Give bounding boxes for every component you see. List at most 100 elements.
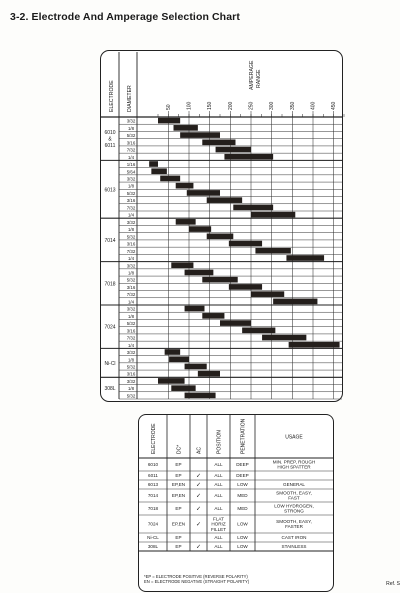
electrode-label: Ni-Cl xyxy=(104,361,115,367)
diameter-label: 5/32 xyxy=(127,278,136,283)
diameter-label: 1/8 xyxy=(128,227,135,232)
amperage-range-bar xyxy=(184,269,214,276)
usage-ac-check: ✓ xyxy=(196,474,201,480)
usage-dc: EP xyxy=(175,473,181,478)
usage-penetration: LOW xyxy=(237,482,248,487)
diameter-label: 1/4 xyxy=(128,213,135,218)
usage-penetration: MED xyxy=(237,493,248,498)
amperage-range-bar xyxy=(251,211,296,218)
diameter-label: 1/8 xyxy=(128,314,135,319)
amperage-range-bar xyxy=(220,320,251,326)
diameter-label: 5/32 xyxy=(127,133,136,138)
amperage-tick-label: 400 xyxy=(311,101,317,110)
amperage-range-bar xyxy=(158,117,181,124)
amperage-range-bar xyxy=(158,378,185,384)
usage-description: CAST IRON xyxy=(282,535,307,540)
electrode-label: 6011 xyxy=(105,143,116,149)
usage-position: ALL xyxy=(214,473,223,478)
amperage-tick-label: 250 xyxy=(249,101,255,110)
usage-description: GENERAL xyxy=(283,482,305,487)
amperage-range-bar xyxy=(189,226,212,232)
usage-header-usage: USAGE xyxy=(285,435,303,441)
electrode-column-header: ELECTRODE xyxy=(109,80,115,112)
amperage-range-bar xyxy=(184,305,205,312)
usage-electrode: 7018 xyxy=(148,506,159,511)
amperage-range-bar xyxy=(180,132,220,138)
amperage-tick-label: 150 xyxy=(207,101,213,110)
electrode-label: 6013 xyxy=(104,187,115,193)
usage-penetration: DEEP xyxy=(236,473,249,478)
diameter-label: 7/32 xyxy=(127,336,136,341)
electrode-label: 7014 xyxy=(104,238,115,244)
usage-ac-check: ✓ xyxy=(196,545,201,551)
usage-penetration: LOW xyxy=(237,544,248,549)
amperage-range-bar xyxy=(202,313,225,319)
usage-electrode: 6013 xyxy=(148,482,159,487)
amperage-range-bar xyxy=(273,298,318,305)
usage-header-dc: DC* xyxy=(177,445,183,454)
amperage-range-bar xyxy=(171,385,196,391)
usage-header-ac: AC xyxy=(197,447,203,454)
amperage-tick-label: 100 xyxy=(187,101,193,110)
usage-dc: EP,EN xyxy=(172,493,185,498)
usage-electrode: 6010 xyxy=(148,462,159,467)
usage-table-frame xyxy=(138,414,334,592)
amperage-range-bar xyxy=(184,392,216,399)
usage-position: ALL xyxy=(214,462,223,467)
amperage-range-bar xyxy=(286,255,325,261)
amperage-range-bar xyxy=(228,284,263,290)
diameter-label: 5/32 xyxy=(127,191,136,196)
usage-dc: EP,EN xyxy=(172,482,185,487)
amperage-range-bar xyxy=(262,334,307,341)
diameter-label: 3/16 xyxy=(127,328,136,333)
diameter-label: 1/4 xyxy=(128,155,135,160)
usage-ac-check: ✓ xyxy=(196,494,201,500)
usage-electrode: 7014 xyxy=(148,493,159,498)
amperage-range-bar xyxy=(164,349,181,355)
diameter-label: 1/8 xyxy=(128,184,135,189)
usage-electrode: 7024 xyxy=(148,522,159,527)
electrode-label: 7024 xyxy=(104,325,115,331)
footnote-en: EN = ELECTRODE NEGATIVE (STRAIGHT POLARI… xyxy=(144,579,250,584)
diameter-label: 3/32 xyxy=(127,119,136,124)
diameter-label: 1/8 xyxy=(128,357,135,362)
diameter-label: 3/32 xyxy=(127,307,136,312)
usage-position: FLAT xyxy=(213,516,224,521)
usage-position: ALL xyxy=(214,544,223,549)
amperage-range-bar xyxy=(228,240,263,247)
diameter-label: 7/32 xyxy=(127,292,136,297)
usage-header-penetration: PENETRATION xyxy=(241,418,247,454)
electrode-label: 308L xyxy=(104,386,115,392)
usage-description: STAINLESS xyxy=(282,544,307,549)
amperage-range-bar xyxy=(255,247,291,254)
usage-description: STRONG xyxy=(284,509,304,514)
usage-dc: EP xyxy=(175,535,181,540)
amperage-range-bar xyxy=(151,168,167,175)
diameter-label: 5/32 xyxy=(127,321,136,326)
usage-electrode: 6011 xyxy=(148,473,158,478)
diameter-label: 5/32 xyxy=(127,393,136,398)
usage-ac-check: ✓ xyxy=(196,483,201,489)
usage-electrode: 308L xyxy=(148,544,159,549)
diameter-label: 7/32 xyxy=(127,205,136,210)
usage-dc: EP xyxy=(175,462,181,467)
diameter-label: 3/32 xyxy=(127,220,136,225)
amperage-tick-label: 50 xyxy=(166,104,172,110)
diameter-label: 3/32 xyxy=(127,379,136,384)
diameter-label: 1/8 xyxy=(128,386,135,391)
diameter-label: 5/32 xyxy=(127,234,136,239)
usage-position: ALL xyxy=(214,482,223,487)
usage-header-electrode: ELECTRODE xyxy=(151,423,157,454)
amperage-tick-label: 300 xyxy=(269,101,275,110)
amperage-range-bar xyxy=(224,153,274,160)
usage-penetration: LOW xyxy=(237,522,248,527)
diameter-label: 7/32 xyxy=(127,148,136,153)
amperage-header: RANGE xyxy=(256,69,262,88)
usage-dc: EP,EN xyxy=(172,522,185,527)
diameter-label: 3/32 xyxy=(127,263,136,268)
usage-penetration: DEEP xyxy=(236,462,249,467)
usage-description: HIGH SPATTER xyxy=(277,465,311,470)
amperage-range-bar xyxy=(149,161,158,167)
diameter-label: 7/32 xyxy=(127,249,136,254)
